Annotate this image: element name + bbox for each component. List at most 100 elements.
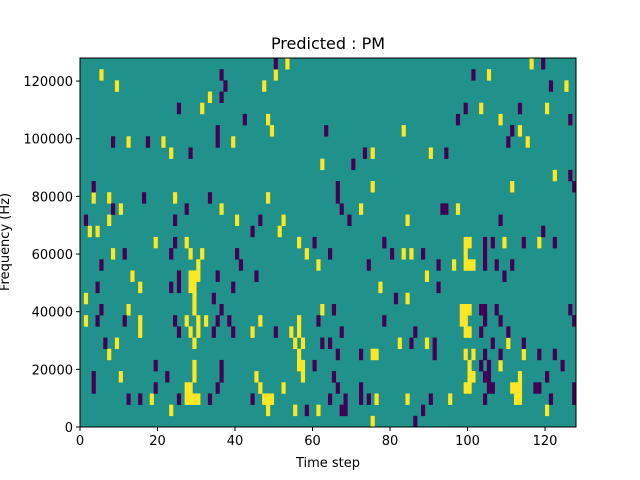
heatmap-cell-high — [467, 304, 472, 316]
heatmap-cell-high — [486, 69, 492, 81]
heatmap-cell-low — [219, 69, 224, 81]
heatmap-cell-high — [452, 259, 457, 271]
heatmap-cell-low — [227, 315, 232, 327]
heatmap-cell-low — [250, 225, 255, 238]
heatmap-cell-high — [502, 236, 507, 249]
heatmap-cell-high — [219, 203, 224, 215]
heatmap-cell-high — [463, 259, 468, 271]
heatmap-cell-low — [545, 371, 550, 383]
heatmap-cell-high — [149, 393, 154, 405]
heatmap-cell-high — [467, 382, 472, 394]
heatmap-cell-high — [173, 192, 178, 204]
heatmap-cell-low — [510, 259, 515, 271]
heatmap-cell-high — [405, 393, 410, 405]
heatmap-cells — [80, 58, 577, 428]
heatmap-cell-high — [409, 248, 414, 260]
heatmap-cell-high — [401, 248, 406, 260]
heatmap-cell-high — [293, 404, 298, 417]
heatmap-cell-high — [293, 337, 298, 350]
heatmap-cell-high — [529, 58, 534, 70]
heatmap-cell-low — [122, 315, 127, 327]
heatmap-cell-high — [370, 147, 375, 159]
heatmap-cell-low — [366, 393, 371, 405]
x-tick-label: 20 — [149, 434, 166, 449]
heatmap-cell-high — [525, 136, 530, 148]
heatmap-cell-low — [312, 359, 317, 372]
heatmap-cell-high — [463, 304, 468, 316]
heatmap-cell-low — [215, 382, 220, 394]
heatmap-cell-low — [173, 236, 178, 249]
heatmap-cell-high — [459, 304, 464, 316]
heatmap-cell-low — [510, 125, 515, 137]
heatmap-cell-low — [483, 315, 488, 327]
heatmap-cell-high — [258, 315, 263, 327]
chart-title: Predicted : PM — [271, 34, 385, 53]
heatmap-cell-low — [490, 382, 495, 394]
heatmap-cell-high — [471, 371, 476, 383]
heatmap-cell-high — [207, 91, 213, 104]
heatmap-cell-low — [498, 315, 503, 327]
heatmap-cell-low — [215, 125, 220, 137]
heatmap-cell-high — [467, 359, 472, 372]
heatmap-cell-high — [564, 80, 569, 92]
x-tick-label: 40 — [227, 434, 244, 449]
heatmap-cell-low — [455, 113, 461, 126]
heatmap-cell-low — [173, 214, 178, 227]
heatmap-cell-high — [281, 382, 286, 394]
heatmap-cell-high — [285, 58, 290, 70]
heatmap-cell-high — [99, 69, 104, 81]
heatmap-cell-high — [289, 326, 294, 338]
heatmap-cell-high — [359, 203, 364, 215]
heatmap-cell-low — [572, 181, 577, 193]
heatmap-cell-low — [176, 102, 182, 115]
heatmap-cell-low — [188, 147, 193, 159]
heatmap-cell-high — [370, 415, 375, 428]
heatmap-cell-low — [339, 326, 344, 338]
heatmap-cell-high — [463, 236, 468, 249]
heatmap-cell-low — [432, 348, 437, 361]
heatmap-cell-high — [204, 315, 209, 327]
heatmap-cell-high — [118, 371, 123, 383]
heatmap-cell-low — [560, 359, 565, 372]
heatmap-cell-low — [390, 248, 395, 260]
heatmap-cell-low — [483, 259, 488, 271]
heatmap-cell-low — [215, 270, 220, 282]
heatmap-cell-high — [269, 125, 275, 137]
heatmap-cell-high — [316, 404, 321, 417]
heatmap-cell-high — [126, 304, 131, 316]
heatmap-cell-low — [413, 326, 418, 338]
heatmap-cell-high — [297, 326, 302, 338]
heatmap-cell-low — [335, 181, 340, 193]
heatmap-cell-high — [537, 236, 542, 249]
heatmap-cell-low — [428, 393, 433, 405]
heatmap-cell-low — [521, 337, 526, 350]
heatmap-cell-high — [510, 382, 515, 394]
heatmap-cell-low — [359, 382, 364, 394]
heatmap-cell-low — [483, 248, 488, 260]
x-tick-label: 120 — [533, 434, 558, 449]
plot-frame — [79, 57, 577, 428]
heatmap-cell-low — [91, 371, 96, 383]
heatmap-cell-high — [266, 404, 271, 417]
heatmap-cell-low — [498, 214, 503, 227]
heatmap-cell-high — [192, 337, 197, 350]
heatmap-cell-high — [169, 404, 174, 417]
heatmap-cell-low — [382, 236, 387, 249]
heatmap-cell-high — [250, 326, 255, 338]
heatmap-cell-low — [568, 169, 573, 182]
heatmap-cell-high — [300, 359, 306, 372]
heatmap-cell-low — [219, 371, 224, 383]
heatmap-cell-low — [83, 214, 89, 227]
heatmap-cell-low — [207, 393, 213, 405]
heatmap-cell-low — [541, 225, 546, 238]
heatmap-cell-low — [176, 270, 182, 282]
heatmap-cell-high — [126, 136, 131, 148]
heatmap-cell-high — [192, 371, 197, 383]
heatmap-cell-low — [436, 281, 441, 294]
heatmap-cell-high — [374, 393, 379, 405]
heatmap-cell-high — [107, 348, 112, 361]
heatmap-cell-high — [269, 393, 275, 405]
heatmap-cell-low — [490, 236, 495, 249]
heatmap-cell-low — [176, 326, 182, 338]
